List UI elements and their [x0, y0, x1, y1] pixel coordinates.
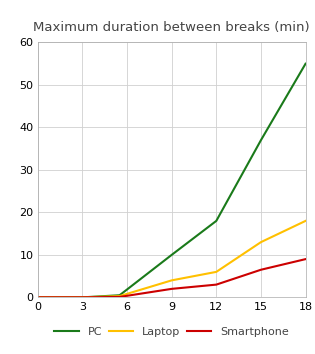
PC: [259, 138, 263, 142]
PC: [81, 295, 84, 299]
PC: [215, 219, 218, 223]
Laptop: [118, 294, 122, 298]
PC: [170, 253, 174, 257]
Smartphone: [170, 287, 174, 291]
Smartphone: [36, 295, 40, 299]
Line: PC: PC: [38, 64, 306, 297]
Laptop: [81, 295, 84, 299]
Smartphone: [215, 282, 218, 287]
Laptop: [215, 270, 218, 274]
Smartphone: [118, 295, 122, 299]
Laptop: [36, 295, 40, 299]
Line: Laptop: Laptop: [38, 221, 306, 297]
PC: [36, 295, 40, 299]
Laptop: [170, 278, 174, 282]
Smartphone: [81, 295, 84, 299]
Laptop: [259, 240, 263, 244]
PC: [118, 293, 122, 297]
Smartphone: [304, 257, 307, 261]
Smartphone: [259, 268, 263, 272]
Laptop: [304, 219, 307, 223]
Title: Maximum duration between breaks (min): Maximum duration between breaks (min): [33, 21, 310, 34]
Line: Smartphone: Smartphone: [38, 259, 306, 297]
PC: [304, 62, 307, 66]
Legend: PC, Laptop, Smartphone: PC, Laptop, Smartphone: [51, 324, 292, 340]
